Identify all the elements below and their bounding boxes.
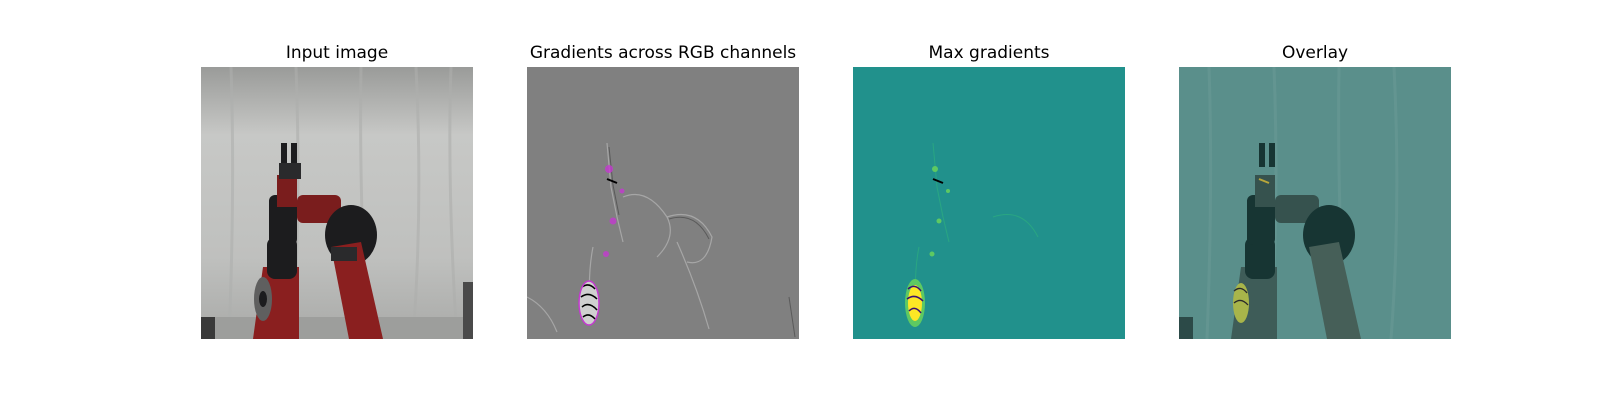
panel-input-image: Input image <box>201 40 473 339</box>
max-gradients-image <box>853 67 1125 339</box>
panel-max-gradients: Max gradients <box>853 40 1125 339</box>
panel-title: Input image <box>285 43 389 63</box>
panel-gradients-rgb: Gradients across RGB channels <box>527 40 799 339</box>
panel-title: Max gradients <box>928 43 1050 63</box>
input-image <box>201 67 473 339</box>
panel-overlay: Overlay <box>1179 40 1451 339</box>
panel-title: Overlay <box>1281 43 1349 63</box>
gradients-rgb-image <box>527 67 799 339</box>
panel-title: Gradients across RGB channels <box>529 43 797 63</box>
overlay-image <box>1179 67 1451 339</box>
